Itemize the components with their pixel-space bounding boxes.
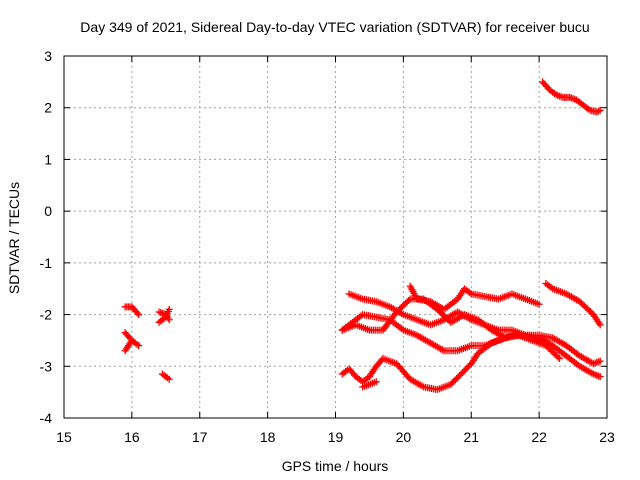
data-point: [555, 355, 563, 363]
y-tick-label: 3: [44, 48, 52, 64]
grid-lines: [64, 56, 607, 418]
data-point: [596, 357, 604, 365]
data-point: [372, 378, 380, 386]
x-tick-label: 21: [463, 429, 479, 445]
data-points: [121, 78, 604, 394]
data-point: [596, 106, 604, 114]
x-axis-label: GPS time / hours: [282, 458, 389, 474]
data-point: [135, 311, 143, 319]
data-point: [593, 108, 601, 116]
x-tick-label: 19: [328, 429, 344, 445]
data-series-s12: [406, 282, 543, 313]
data-point: [535, 300, 543, 308]
data-series-s1: [121, 303, 143, 319]
data-point: [535, 336, 543, 344]
y-tick-label: -3: [40, 358, 53, 374]
y-tick-label: -2: [40, 307, 53, 323]
x-tick-label: 23: [599, 429, 615, 445]
y-tick-label: 1: [44, 151, 52, 167]
data-series-s6: [158, 370, 173, 383]
x-tick-label: 20: [396, 429, 412, 445]
data-series-s8: [338, 311, 604, 381]
x-tick-label: 18: [260, 429, 276, 445]
data-series-s14: [539, 78, 604, 116]
data-point: [165, 305, 173, 313]
x-tick-label: 16: [124, 429, 140, 445]
data-point: [554, 353, 562, 361]
data-series-s5: [155, 305, 173, 326]
data-point: [135, 342, 143, 350]
y-axis-label: SDTVAR / TECUs: [6, 182, 22, 294]
y-tick-label: 0: [44, 203, 52, 219]
data-series-s10: [338, 331, 543, 394]
data-point: [165, 375, 173, 383]
y-tick-label: -1: [40, 255, 53, 271]
x-tick-label: 15: [56, 429, 72, 445]
y-tick-label: 2: [44, 100, 52, 116]
x-tick-label: 22: [531, 429, 547, 445]
data-series-s11: [359, 378, 380, 391]
data-point: [128, 336, 136, 344]
data-series-s9: [345, 290, 604, 368]
data-series-s3: [121, 336, 136, 355]
data-point: [133, 309, 141, 317]
y-tick-label: -4: [40, 410, 53, 426]
data-point: [405, 296, 413, 304]
data-point: [595, 107, 603, 115]
data-series-s13: [542, 280, 604, 329]
x-tick-label: 17: [192, 429, 208, 445]
data-point: [596, 321, 604, 329]
data-point: [596, 373, 604, 381]
chart-title: Day 349 of 2021, Sidereal Day-to-day VTE…: [80, 19, 589, 35]
